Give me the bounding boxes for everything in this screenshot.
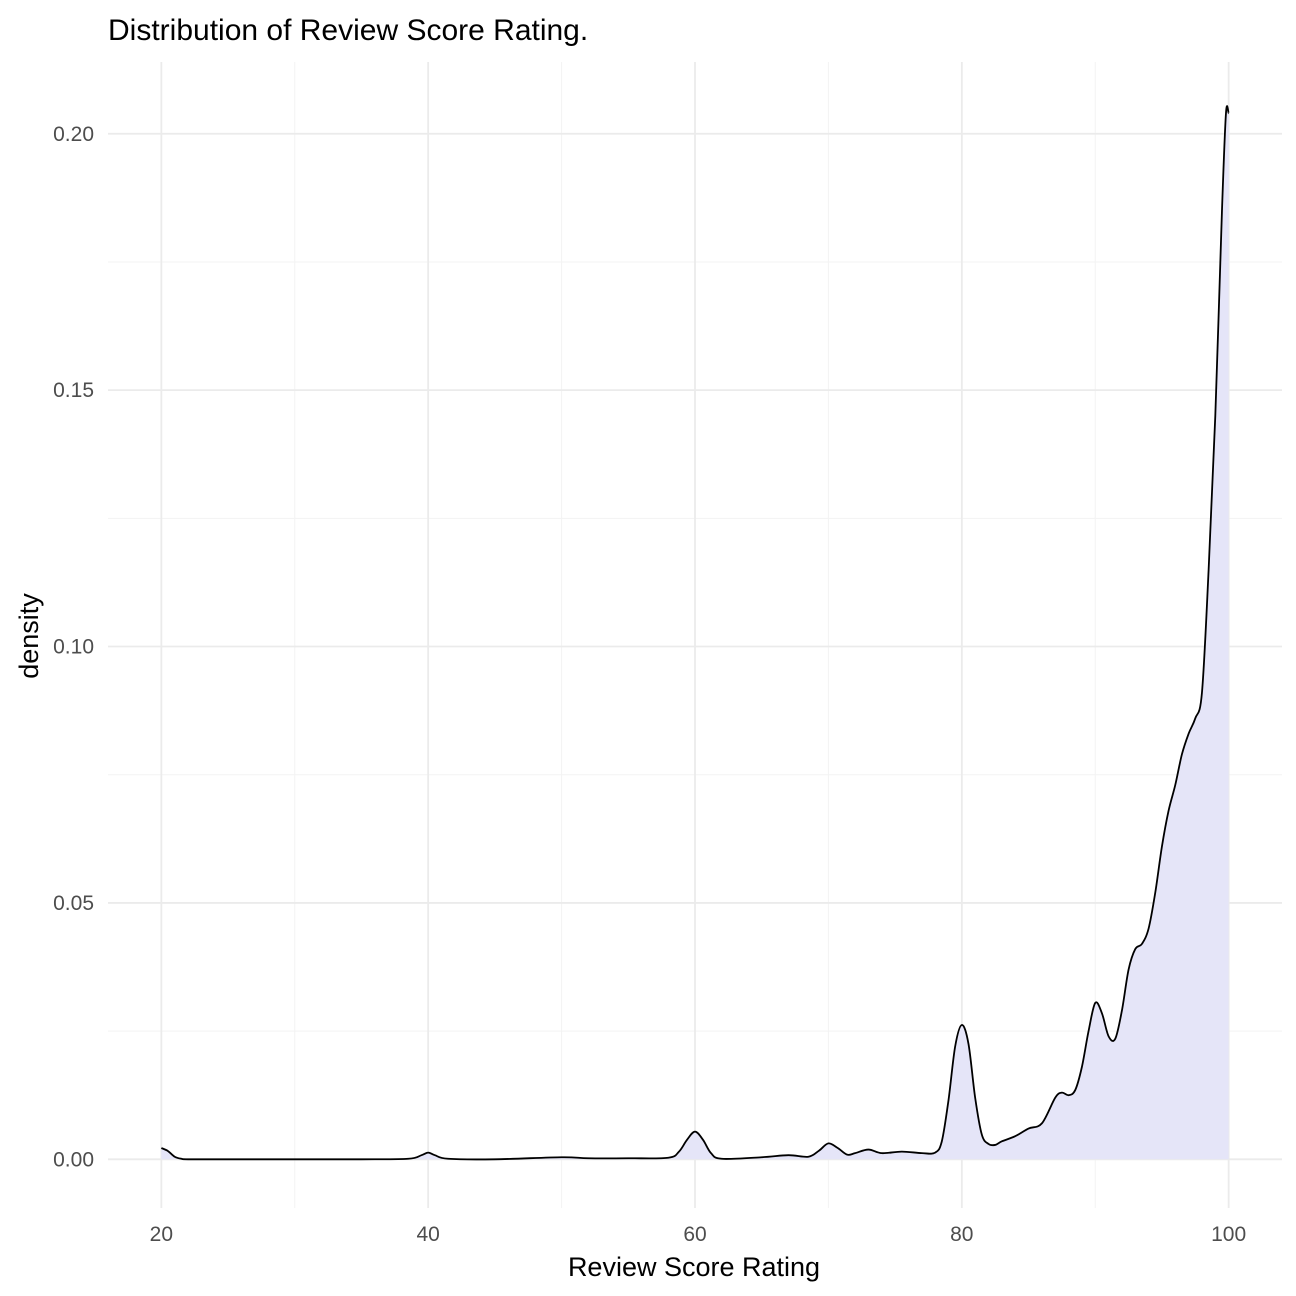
- x-tick-label: 100: [1211, 1223, 1246, 1246]
- x-axis-title: Review Score Rating: [568, 1252, 820, 1282]
- y-tick-label: 0.10: [53, 636, 94, 659]
- y-tick-label: 0.20: [53, 123, 94, 146]
- y-tick-label: 0.05: [53, 892, 94, 915]
- x-tick-label: 40: [417, 1223, 440, 1246]
- y-tick-label: 0.15: [53, 379, 94, 402]
- x-tick-label: 20: [150, 1223, 173, 1246]
- chart-title: Distribution of Review Score Rating.: [108, 14, 588, 47]
- y-axis-ticks: 0.00 0.05 0.10 0.15 0.20: [53, 123, 94, 1172]
- x-tick-label: 60: [683, 1223, 706, 1246]
- y-axis-title: density: [14, 593, 44, 679]
- y-tick-label: 0.00: [53, 1148, 94, 1171]
- density-line: [160, 105, 1230, 1161]
- density-area: [161, 106, 1229, 1160]
- x-tick-label: 80: [950, 1223, 973, 1246]
- x-axis-ticks: 20 40 60 80 100: [150, 1223, 1246, 1246]
